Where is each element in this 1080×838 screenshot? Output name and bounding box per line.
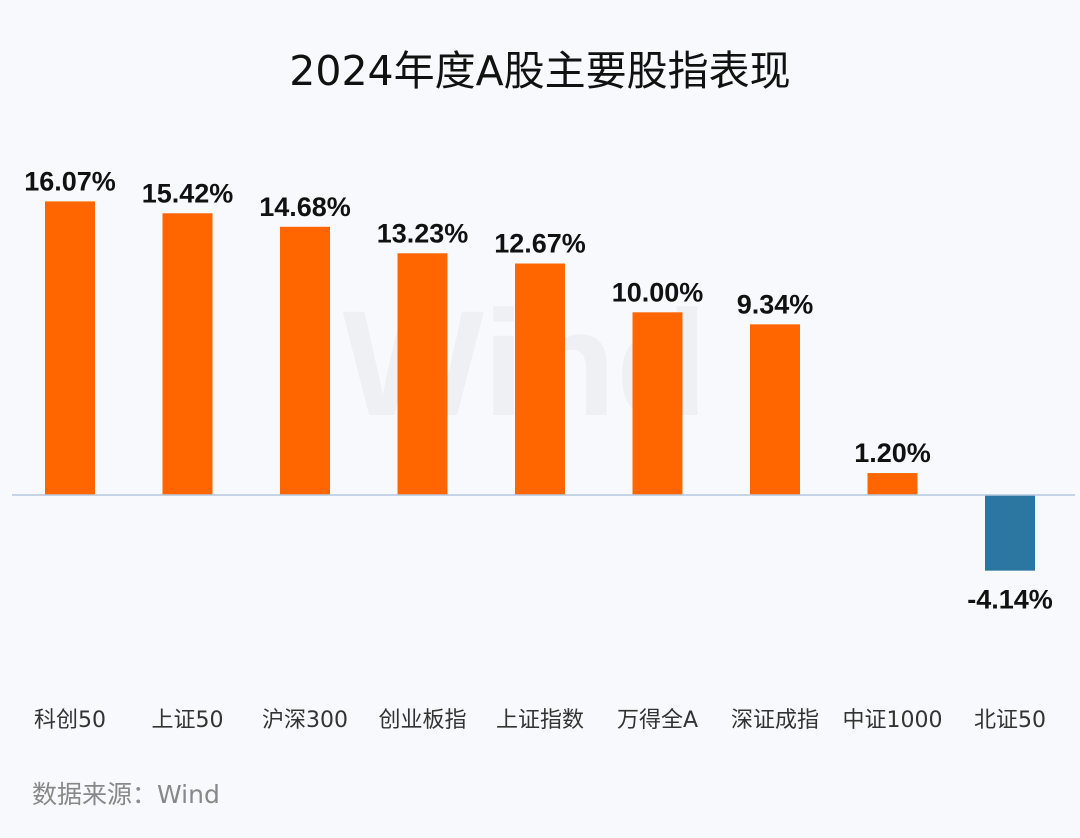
category-label-2: 上证50 — [152, 708, 224, 733]
source-note: 数据来源：Wind — [32, 780, 220, 809]
bar-3 — [280, 226, 330, 496]
bar-8 — [867, 473, 918, 495]
value-label-9: -4.14% — [967, 585, 1053, 615]
value-label-3: 14.68% — [259, 192, 351, 222]
value-label-4: 13.23% — [377, 218, 469, 248]
bar-6 — [632, 312, 683, 495]
category-label-9: 北证50 — [974, 708, 1046, 733]
value-labels-group: 16.07% 15.42% 14.68% 13.23% 12.67% 10.00% 9.34… — [24, 166, 1053, 614]
bar-4 — [397, 253, 448, 495]
bar-9 — [985, 495, 1035, 571]
value-label-7: 9.34% — [737, 289, 814, 319]
category-labels-group: 科创50 上证50 沪深300 创业板指 上证指数 万得全A 深证成指 中证1000 北证50 — [34, 708, 1046, 733]
category-label-5: 上证指数 — [496, 708, 584, 733]
category-label-3: 沪深300 — [262, 708, 348, 733]
bar-5 — [515, 263, 565, 495]
value-label-2: 15.42% — [142, 178, 234, 208]
category-label-8: 中证1000 — [843, 708, 943, 733]
category-label-4: 创业板指 — [378, 708, 466, 733]
bar-2 — [162, 213, 213, 495]
value-label-1: 16.07% — [24, 166, 116, 196]
category-label-7: 深证成指 — [731, 708, 819, 733]
category-label-6: 万得全A — [617, 708, 698, 733]
bar-1 — [45, 201, 95, 495]
bars-group — [45, 201, 1035, 571]
chart-title: 2024年度A股主要股指表现 — [289, 47, 790, 95]
bar-7 — [750, 324, 800, 495]
value-label-6: 10.00% — [612, 277, 704, 307]
value-label-8: 1.20% — [854, 438, 931, 468]
value-label-5: 12.67% — [494, 229, 586, 259]
category-label-1: 科创50 — [34, 708, 106, 733]
